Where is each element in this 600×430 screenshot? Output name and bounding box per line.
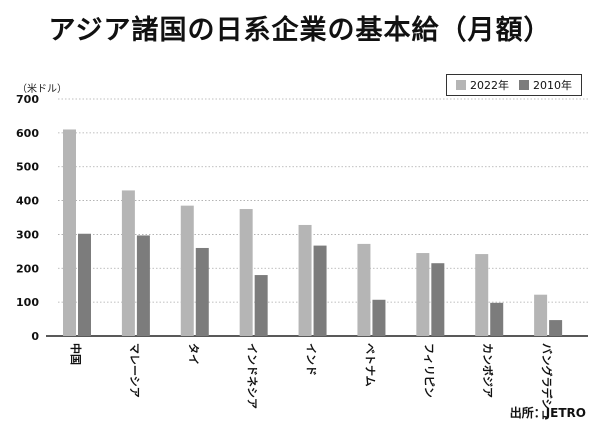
legend-label-2022: 2022年 bbox=[470, 79, 509, 92]
bar-2010 bbox=[254, 275, 268, 336]
bar-2022 bbox=[416, 253, 430, 336]
y-tick-label: 300 bbox=[16, 228, 39, 241]
y-axis-unit-label: （米ドル） bbox=[17, 84, 67, 95]
bar-2022 bbox=[239, 209, 253, 336]
bar-2010 bbox=[78, 233, 91, 336]
source-note: 出所：JETRO bbox=[509, 406, 586, 420]
x-category-label: フィリピン bbox=[422, 343, 435, 398]
legend-swatch-2022 bbox=[456, 80, 466, 90]
bar-2010 bbox=[549, 320, 563, 336]
legend-item-2022: 2022年 bbox=[456, 77, 509, 93]
y-tick-label: 600 bbox=[16, 127, 39, 140]
y-tick-label: 100 bbox=[16, 296, 39, 309]
bar-2022 bbox=[475, 254, 489, 336]
y-tick-label: 0 bbox=[31, 330, 39, 343]
y-tick-label: 400 bbox=[16, 195, 39, 208]
legend-swatch-2010 bbox=[519, 80, 529, 90]
chart-title: アジア諸国の日系企業の基本給（月額） bbox=[48, 15, 552, 46]
bar-2022 bbox=[534, 294, 548, 336]
y-tick-label: 200 bbox=[16, 262, 39, 275]
legend: 2022年 2010年 bbox=[446, 74, 582, 96]
legend-item-2010: 2010年 bbox=[519, 77, 572, 93]
bar-2010 bbox=[136, 235, 150, 336]
bar-2022 bbox=[180, 205, 194, 336]
bar-2022 bbox=[121, 190, 135, 336]
x-category-label: マレーシア bbox=[128, 343, 141, 398]
x-category-label: タイ bbox=[187, 343, 200, 365]
x-category-label: カンボジア bbox=[481, 343, 495, 398]
x-category-label: バングラデシュ bbox=[540, 343, 554, 421]
x-category-label: インド bbox=[305, 343, 318, 376]
x-category-label: ベトナム bbox=[363, 343, 376, 387]
bar-2010 bbox=[490, 302, 504, 336]
y-tick-label: 700 bbox=[16, 93, 39, 106]
x-category-label: インドネシア bbox=[246, 343, 259, 409]
bar-2010 bbox=[431, 263, 445, 336]
bar-2022 bbox=[357, 243, 371, 336]
bar-2022 bbox=[298, 224, 312, 336]
y-tick-label: 500 bbox=[16, 161, 39, 174]
x-category-label: 中国 bbox=[69, 343, 83, 365]
bar-2010 bbox=[195, 247, 209, 336]
bar-2010 bbox=[372, 299, 386, 336]
legend-label-2010: 2010年 bbox=[533, 79, 572, 92]
bar-2022 bbox=[63, 129, 76, 336]
bar-2010 bbox=[313, 245, 327, 336]
